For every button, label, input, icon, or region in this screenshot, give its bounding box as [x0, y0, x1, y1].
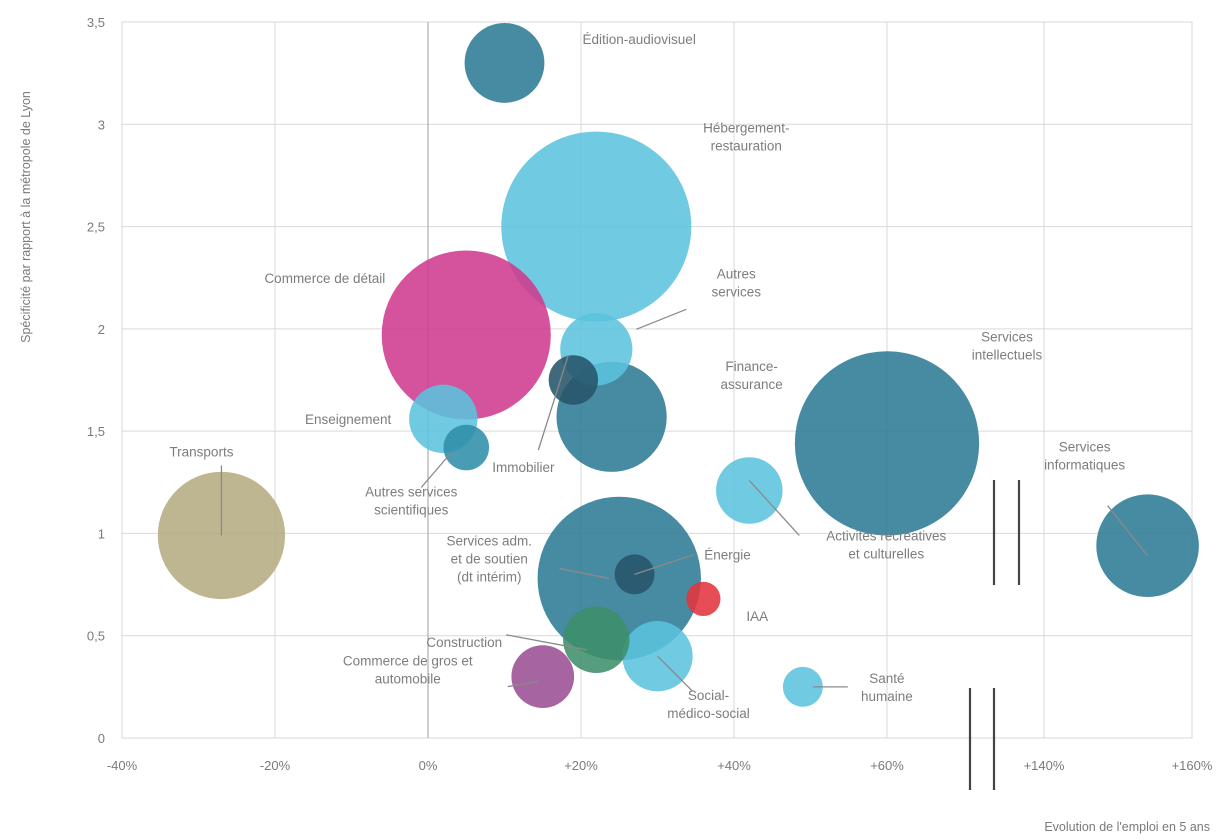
bubble-label-line: Activités récréatives	[826, 528, 946, 543]
bubble-label: Santé humaine	[861, 671, 913, 704]
y-tick-label: 2,5	[87, 220, 105, 235]
bubble-label: Social-médico-social	[667, 688, 750, 721]
bubble-label: Commerce de gros et automobile	[343, 654, 473, 687]
bubble-label-line: scientifiques	[374, 503, 449, 518]
bubble-label-line: Santé	[869, 671, 904, 686]
bubble	[563, 606, 630, 674]
bubble	[782, 666, 823, 707]
bubble-label-line: médico-social	[667, 706, 750, 721]
bubble	[511, 645, 575, 708]
x-tick-labels: -40% -20% 0% +20% +40% +60% +140% +160%	[107, 758, 1213, 773]
bubble-label-line: services	[712, 284, 762, 299]
bubble-label: Services informatiques	[1044, 440, 1125, 473]
bubble	[686, 581, 721, 616]
bubble	[794, 351, 980, 536]
bubble	[1096, 494, 1199, 598]
bubble-label: Enseignement	[305, 412, 392, 427]
y-axis-title: Spécificité par rapport à la métropole d…	[19, 91, 33, 343]
x-tick-label: -20%	[260, 758, 291, 773]
bubbles	[157, 23, 1199, 708]
bubble-label: Transports	[169, 444, 233, 459]
bubble-label-line: Hébergement-	[703, 121, 789, 136]
bubble-labels: Édition-audiovisuel Hébergement-restaurat…	[169, 32, 1125, 721]
bubble-label-line: assurance	[720, 377, 782, 392]
bubble-label-line: Commerce de gros et	[343, 654, 473, 669]
bubble-label-line: Finance-	[725, 359, 778, 374]
bubble	[464, 23, 545, 103]
bubble-label-line: informatiques	[1044, 458, 1125, 473]
bubble-label-line: Construction	[426, 635, 502, 650]
x-tick-label: +20%	[564, 758, 598, 773]
bubble-label: Commerce de détail	[264, 271, 385, 286]
bubble-label: Édition-audiovisuel	[583, 32, 696, 47]
bubble	[443, 424, 490, 471]
leader-line	[636, 308, 687, 330]
bubble-label: Immobilier	[492, 460, 555, 475]
bubble	[501, 131, 692, 322]
y-tick-label: 0,5	[87, 629, 105, 644]
bubble-label: Finance-assurance	[720, 359, 782, 392]
bubble-label-line: Services	[1059, 440, 1111, 455]
axis-break-marks	[968, 480, 1021, 790]
bubble-label-line: Commerce de détail	[264, 271, 385, 286]
bubble-label: Énergie	[704, 547, 751, 562]
bubble	[548, 355, 599, 405]
bubble-label: Autres services	[712, 266, 762, 299]
leader-line	[748, 480, 800, 536]
bubble-label-line: automobile	[375, 672, 441, 687]
bubble	[716, 457, 783, 524]
bubble-label-line: IAA	[746, 609, 768, 624]
y-tick-label: 2	[98, 322, 105, 337]
bubble	[381, 250, 551, 420]
y-tick-label: 0	[98, 731, 105, 746]
x-tick-label: +60%	[870, 758, 904, 773]
bubble-label-line: Énergie	[704, 547, 751, 562]
bubble-label-line: Services	[981, 329, 1033, 344]
bubble-label-line: Immobilier	[492, 460, 555, 475]
bubble-label-line: (dt intérim)	[457, 569, 522, 584]
bubble-label-line: intellectuels	[972, 347, 1043, 362]
bubble-label-line: humaine	[861, 689, 913, 704]
bubble-label-line: restauration	[711, 139, 782, 154]
bubble-label-line: Services adm.	[446, 533, 532, 548]
x-axis-title: Evolution de l'emploi en 5 ans	[1044, 820, 1210, 834]
bubble-label: IAA	[746, 609, 768, 624]
bubble-label-line: et culturelles	[848, 546, 924, 561]
bubble-label-line: Social-	[688, 688, 729, 703]
y-tick-label: 1,5	[87, 424, 105, 439]
bubble-label: Autres services scientifiques	[365, 485, 458, 518]
x-tick-label: -40%	[107, 758, 138, 773]
leader-line	[506, 634, 587, 651]
leader-line	[1107, 505, 1149, 557]
bubble-label-line: Autres	[717, 266, 756, 281]
x-tick-label: +160%	[1172, 758, 1213, 773]
y-tick-label: 3	[98, 117, 105, 132]
leader-line	[420, 452, 452, 488]
bubble-label: Activités récréatives et culturelles	[826, 528, 946, 561]
leader-line	[634, 553, 695, 575]
x-tick-label: 0%	[419, 758, 438, 773]
bubble-label: Services intellectuels	[972, 329, 1043, 362]
y-tick-label: 1	[98, 526, 105, 541]
bubble-label-line: Édition-audiovisuel	[583, 32, 696, 47]
bubble-label-line: et de soutien	[451, 551, 528, 566]
leader-line	[657, 655, 693, 692]
leader-line	[507, 680, 538, 688]
y-tick-labels: 0 0,5 1 1,5 2 2,5 3 3,5	[87, 15, 105, 746]
bubble-label: Construction	[426, 635, 502, 650]
x-tick-label: +40%	[717, 758, 751, 773]
leader-lines	[220, 308, 1149, 692]
bubble-label-line: Enseignement	[305, 412, 392, 427]
bubble-label-line: Autres services	[365, 485, 458, 500]
leader-line	[559, 567, 610, 580]
leader-line	[537, 354, 569, 451]
bubble-label: Hébergement-restauration	[703, 121, 789, 154]
bubble-label-line: Transports	[169, 444, 233, 459]
x-tick-label: +140%	[1024, 758, 1065, 773]
y-tick-label: 3,5	[87, 15, 105, 30]
bubble-label: Services adm. et de soutien (dt intérim)	[446, 533, 532, 584]
